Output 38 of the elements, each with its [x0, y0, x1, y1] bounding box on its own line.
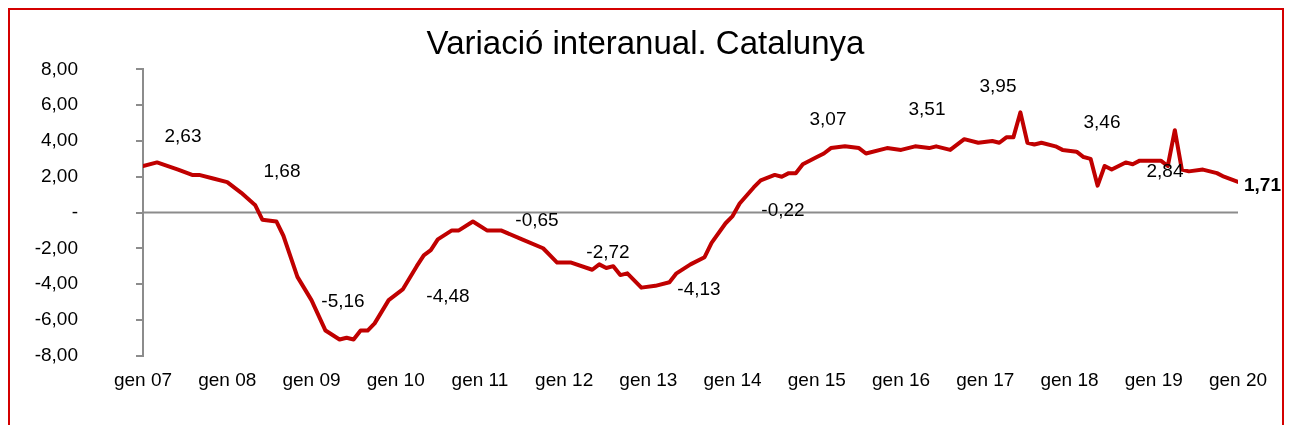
- x-tick-label: gen 14: [703, 369, 763, 391]
- x-tick-label: gen 08: [198, 369, 257, 391]
- y-tick-label: -4,00: [34, 272, 78, 294]
- y-tick-label: 4,00: [41, 129, 78, 151]
- y-tick-label: -8,00: [34, 343, 78, 365]
- annotation: 2,84: [1146, 160, 1184, 182]
- y-tick-label: -: [71, 200, 78, 222]
- annotation: 3,07: [809, 108, 847, 130]
- chart-title: Variació interanual. Catalunya: [426, 24, 866, 62]
- x-tick-label: gen 17: [956, 369, 1015, 391]
- annotation: 1,68: [263, 160, 301, 182]
- x-tick-label: gen 09: [282, 369, 341, 391]
- y-tick-label: 6,00: [41, 93, 78, 115]
- y-tick-label: 2,00: [41, 164, 78, 186]
- x-tick-label: gen 07: [113, 369, 173, 391]
- x-tick-label: gen 20: [1208, 369, 1268, 391]
- annotation: 3,51: [908, 98, 946, 120]
- x-tick-label: gen 15: [787, 369, 846, 391]
- annotation: 3,95: [979, 75, 1017, 97]
- y-tick-label: -6,00: [34, 308, 78, 330]
- x-tick-label: gen 11: [451, 369, 509, 391]
- annotation: -0,22: [761, 199, 805, 221]
- annotation: -5,16: [321, 290, 365, 312]
- y-tick-label: -2,00: [34, 236, 78, 258]
- annotation: 2,63: [164, 125, 202, 147]
- data-label: 1,71: [1244, 174, 1282, 196]
- x-tick-label: gen 12: [535, 369, 594, 391]
- annotation: 3,46: [1083, 111, 1121, 133]
- x-tick-label: gen 19: [1124, 369, 1183, 391]
- x-tick-label: gen 13: [619, 369, 678, 391]
- annotation: -0,65: [515, 209, 559, 231]
- annotation: -4,48: [426, 285, 470, 307]
- annotation: -4,13: [677, 278, 721, 300]
- x-tick-label: gen 10: [366, 369, 425, 391]
- x-tick-label: gen 18: [1040, 369, 1099, 391]
- x-tick-label: gen 16: [872, 369, 931, 391]
- y-tick-label: 8,00: [41, 57, 78, 79]
- annotation: -2,72: [586, 241, 630, 263]
